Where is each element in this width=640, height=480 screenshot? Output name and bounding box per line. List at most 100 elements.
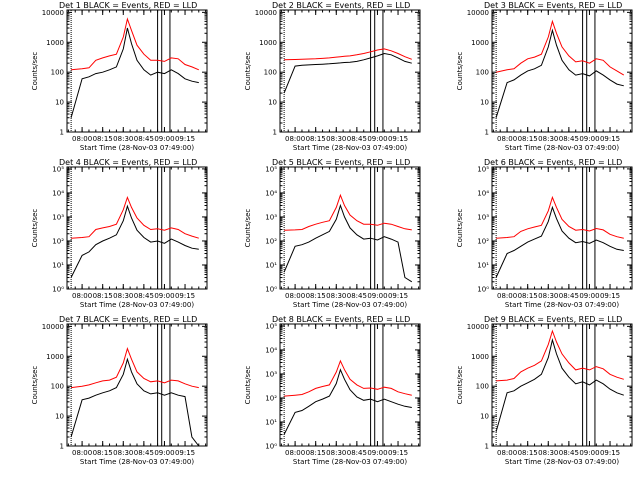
plot-frame [491,9,633,133]
x-tick-label: 08:00 [72,292,92,300]
panel-title: Det 8 BLACK = Events, RED = LLD [272,315,410,324]
y-tick-label: 10¹ [265,418,277,426]
plot-frame [491,166,633,290]
x-tick-label: 08:45 [347,135,367,143]
y-axis-label: Counts/sec [456,366,464,405]
x-tick-label: 08:45 [134,449,154,457]
x-tick-label: 08:15 [518,449,538,457]
panel-title: Det 4 BLACK = Events, RED = LLD [59,158,197,167]
y-tick-label: 10⁰ [265,286,277,294]
panel-det-6: Det 6 BLACK = Events, RED = LLD 10⁰ 10¹ 10²… [456,158,633,309]
series-lld [284,48,412,61]
y-tick-label: 10⁴ [52,189,64,197]
x-tick-label: 09:00 [367,449,387,457]
y-axis-label: Counts/sec [244,209,252,248]
panel-title: Det 3 BLACK = Events, RED = LLD [484,1,622,10]
panel-title: Det 2 BLACK = Events, RED = LLD [272,1,410,10]
series-lld [496,195,624,239]
x-tick-label: 08:30 [326,449,346,457]
y-tick-label: 10 [480,413,489,421]
panel-det-7: Det 7 BLACK = Events, RED = LLD 1 10 100 100… [31,315,208,466]
y-tick-label: 10⁵ [265,322,277,330]
x-tick-label: 08:30 [113,292,133,300]
x-axis-label: Start Time (28-Nov-03 07:49:00) [505,301,619,309]
y-tick-label: 100 [264,69,277,77]
y-tick-label: 100 [476,383,489,391]
y-tick-label: 1000 [471,353,489,361]
x-tick-label: 09:15 [600,292,620,300]
x-axis-label: Start Time (28-Nov-03 07:49:00) [293,458,407,466]
y-tick-label: 10⁴ [477,189,489,197]
series-events [283,203,413,283]
x-tick-label: 09:00 [154,135,174,143]
x-tick-label: 08:00 [497,449,517,457]
y-tick-label: 10² [477,237,489,245]
x-tick-label: 09:15 [175,292,195,300]
y-tick-label: 1000 [46,353,64,361]
x-tick-label: 08:00 [285,292,305,300]
plot-frame [66,166,208,290]
y-tick-label: 10⁵ [52,165,64,173]
x-tick-label: 09:15 [388,135,408,143]
series-events [70,204,199,278]
y-tick-label: 10³ [265,213,277,221]
panel-title: Det 6 BLACK = Events, RED = LLD [484,158,622,167]
y-tick-label: 10 [55,99,64,107]
y-axis-label: Counts/sec [31,52,39,91]
panel-det-1: Det 1 BLACK = Events, RED = LLD 1 10 100 100… [31,1,208,152]
x-tick-label: 08:00 [72,449,92,457]
y-tick-label: 10¹ [477,261,489,269]
series-lld [71,347,199,389]
x-tick-label: 09:00 [579,292,599,300]
x-tick-label: 08:45 [559,449,579,457]
y-tick-label: 10⁵ [477,165,489,173]
x-tick-label: 09:00 [579,449,599,457]
y-tick-label: 10³ [52,213,64,221]
y-tick-label: 10 [55,413,64,421]
y-tick-label: 1 [60,443,64,451]
x-tick-label: 08:15 [306,135,326,143]
x-tick-label: 09:15 [388,292,408,300]
y-axis-label: Counts/sec [31,366,39,405]
panel-title: Det 9 BLACK = Events, RED = LLD [484,315,622,324]
x-tick-label: 08:30 [538,449,558,457]
x-tick-label: 09:15 [600,449,620,457]
y-axis-label: Counts/sec [31,209,39,248]
series-events [70,357,200,447]
y-axis-label: Counts/sec [244,366,252,405]
panel-title: Det 7 BLACK = Events, RED = LLD [59,315,197,324]
y-tick-label: 10⁰ [477,286,489,294]
y-tick-label: 10⁵ [265,165,277,173]
x-axis-label: Start Time (28-Nov-03 07:49:00) [293,301,407,309]
series-events [283,368,412,435]
x-tick-label: 08:30 [113,135,133,143]
x-tick-label: 08:15 [93,292,113,300]
x-tick-label: 08:45 [559,292,579,300]
x-tick-label: 08:45 [134,292,154,300]
y-tick-label: 10¹ [265,261,277,269]
x-tick-label: 09:00 [367,135,387,143]
series-lld [71,195,199,239]
x-tick-label: 08:15 [306,292,326,300]
y-axis-label: Counts/sec [244,52,252,91]
y-tick-label: 1000 [471,39,489,47]
y-tick-label: 100 [51,69,64,77]
y-tick-label: 10000 [42,323,64,331]
x-tick-label: 09:15 [175,449,195,457]
y-tick-label: 10⁰ [265,443,277,451]
x-axis-label: Start Time (28-Nov-03 07:49:00) [80,144,194,152]
panel-det-9: Det 9 BLACK = Events, RED = LLD 1 10 100 100… [456,315,633,466]
x-tick-label: 08:00 [72,135,92,143]
series-events [283,52,412,94]
y-tick-label: 100 [51,383,64,391]
series-lld [284,359,412,397]
plot-frame [491,323,633,447]
y-tick-label: 10¹ [52,261,64,269]
x-tick-label: 09:15 [600,135,620,143]
plot-frame [279,9,421,133]
y-tick-label: 10 [268,99,277,107]
y-tick-label: 10² [265,237,277,245]
panel-det-2: Det 2 BLACK = Events, RED = LLD 1 10 100 100… [244,1,421,152]
x-tick-label: 08:45 [134,135,154,143]
